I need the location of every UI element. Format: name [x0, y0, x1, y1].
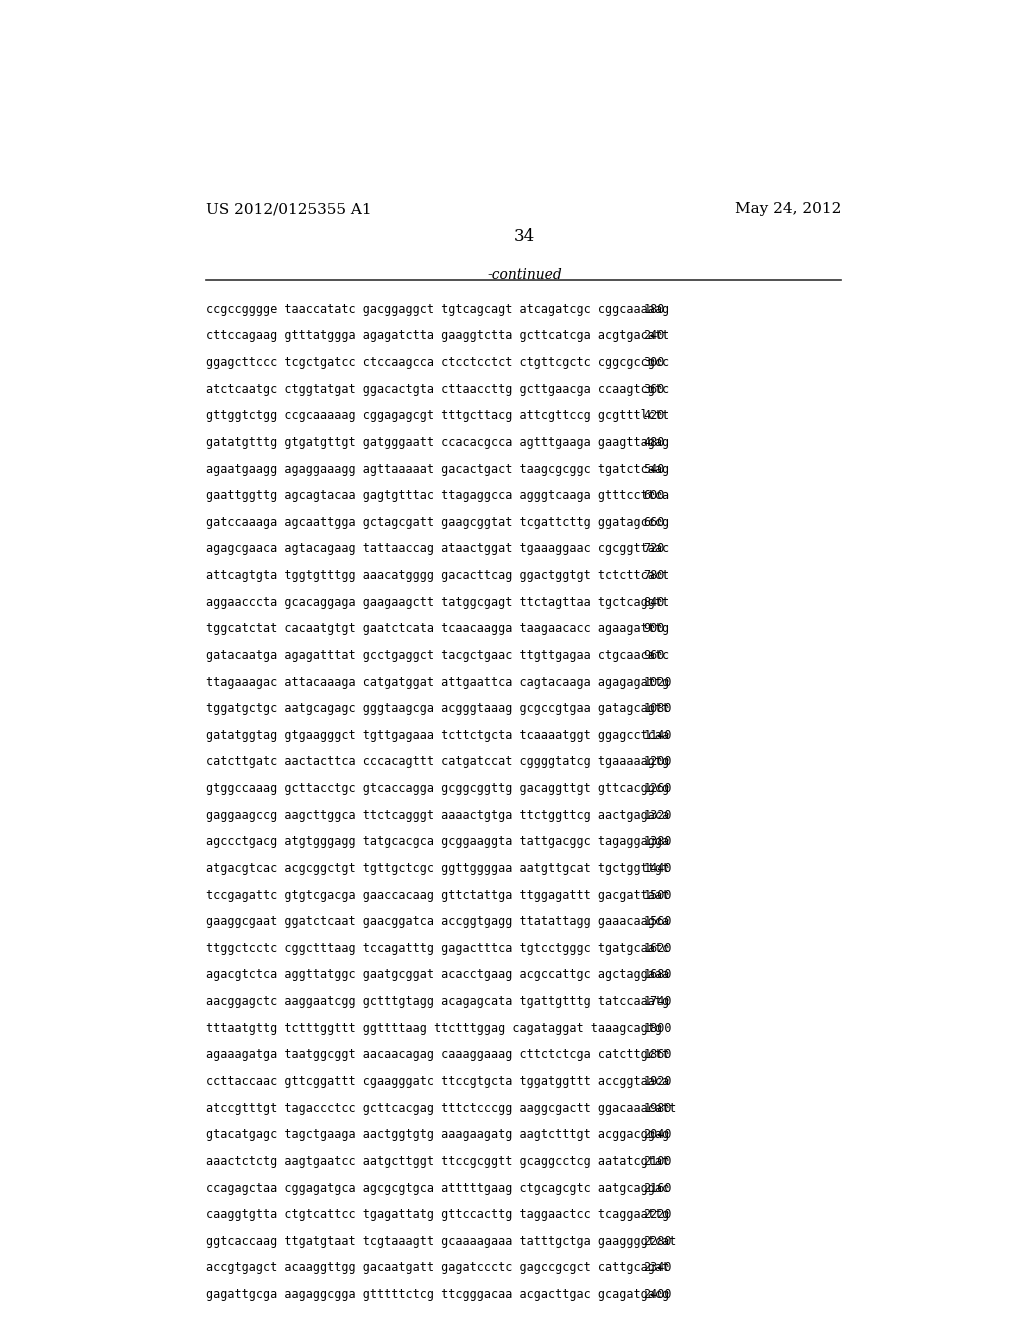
Text: 2280: 2280	[643, 1234, 672, 1247]
Text: 2220: 2220	[643, 1208, 672, 1221]
Text: 1260: 1260	[643, 781, 672, 795]
Text: 1800: 1800	[643, 1022, 672, 1035]
Text: May 24, 2012: May 24, 2012	[734, 202, 841, 216]
Text: 1560: 1560	[643, 915, 672, 928]
Text: atccgtttgt tagaccctcc gcttcacgag tttctcccgg aaggcgactt ggacaaacatt: atccgtttgt tagaccctcc gcttcacgag tttctcc…	[206, 1102, 676, 1114]
Text: tttaatgttg tctttggttt ggttttaag ttctttggag cagataggat taaagcagtg: tttaatgttg tctttggttt ggttttaag ttctttgg…	[206, 1022, 662, 1035]
Text: 480: 480	[643, 436, 665, 449]
Text: agacgtctca aggttatggc gaatgcggat acacctgaag acgccattgc agctaggaaa: agacgtctca aggttatggc gaatgcggat acacctg…	[206, 969, 669, 982]
Text: cttccagaag gtttatggga agagatctta gaaggtctta gcttcatcga acgtgacatt: cttccagaag gtttatggga agagatctta gaaggtc…	[206, 330, 669, 342]
Text: atgacgtcac acgcggctgt tgttgctcgc ggttggggaa aatgttgcat tgctggttgt: atgacgtcac acgcggctgt tgttgctcgc ggttggg…	[206, 862, 669, 875]
Text: ccttaccaac gttcggattt cgaagggatc ttccgtgcta tggatggttt accggtaaca: ccttaccaac gttcggattt cgaagggatc ttccgtg…	[206, 1074, 669, 1088]
Text: aaactctctg aagtgaatcc aatgcttggt ttccgcggtt gcaggcctcg aatatcgtat: aaactctctg aagtgaatcc aatgcttggt ttccgcg…	[206, 1155, 669, 1168]
Text: caaggtgtta ctgtcattcc tgagattatg gttccacttg taggaactcc tcaggaattg: caaggtgtta ctgtcattcc tgagattatg gttccac…	[206, 1208, 669, 1221]
Text: gtggccaaag gcttacctgc gtcaccagga gcggcggttg gacaggttgt gttcacggcg: gtggccaaag gcttacctgc gtcaccagga gcggcgg…	[206, 781, 669, 795]
Text: 1920: 1920	[643, 1074, 672, 1088]
Text: agaaagatga taatggcggt aacaacagag caaaggaaag cttctctcga catcttgctt: agaaagatga taatggcggt aacaacagag caaagga…	[206, 1048, 669, 1061]
Text: ggagcttccc tcgctgatcc ctccaagcca ctcctcctct ctgttcgctc cggcgccgcc: ggagcttccc tcgctgatcc ctccaagcca ctcctcc…	[206, 356, 669, 370]
Text: tggcatctat cacaatgtgt gaatctcata tcaacaagga taagaacacc agaagatttg: tggcatctat cacaatgtgt gaatctcata tcaacaa…	[206, 622, 669, 635]
Text: 780: 780	[643, 569, 665, 582]
Text: 960: 960	[643, 649, 665, 661]
Text: 1500: 1500	[643, 888, 672, 902]
Text: gatatgtttg gtgatgttgt gatgggaatt ccacacgcca agtttgaaga gaagttagag: gatatgtttg gtgatgttgt gatgggaatt ccacacg…	[206, 436, 669, 449]
Text: gatccaaaga agcaattgga gctagcgatt gaagcggtat tcgattcttg ggatagcccg: gatccaaaga agcaattgga gctagcgatt gaagcgg…	[206, 516, 669, 529]
Text: 1020: 1020	[643, 676, 672, 689]
Text: 840: 840	[643, 595, 665, 609]
Text: ccgccgggge taaccatatc gacggaggct tgtcagcagt atcagatcgc cggcaaaaag: ccgccgggge taaccatatc gacggaggct tgtcagc…	[206, 302, 669, 315]
Text: ccagagctaa cggagatgca agcgcgtgca atttttgaag ctgcagcgtc aatgcaggac: ccagagctaa cggagatgca agcgcgtgca atttttg…	[206, 1181, 669, 1195]
Text: 1200: 1200	[643, 755, 672, 768]
Text: 2340: 2340	[643, 1262, 672, 1274]
Text: agaatgaagg agaggaaagg agttaaaaat gacactgact taagcgcggc tgatctcaag: agaatgaagg agaggaaagg agttaaaaat gacactg…	[206, 462, 669, 475]
Text: 1440: 1440	[643, 862, 672, 875]
Text: tggatgctgc aatgcagagc gggtaagcga acgggtaaag gcgccgtgaa gatagcagtt: tggatgctgc aatgcagagc gggtaagcga acgggta…	[206, 702, 669, 715]
Text: 2400: 2400	[643, 1288, 672, 1302]
Text: 1380: 1380	[643, 836, 672, 849]
Text: 1080: 1080	[643, 702, 672, 715]
Text: ttggctcctc cggctttaag tccagatttg gagactttca tgtcctgggc tgatgcaatc: ttggctcctc cggctttaag tccagatttg gagactt…	[206, 942, 669, 954]
Text: 720: 720	[643, 543, 665, 556]
Text: gttggtctgg ccgcaaaaag cggagagcgt tttgcttacg attcgttccg gcgtttlctt: gttggtctgg ccgcaaaaag cggagagcgt tttgctt…	[206, 409, 669, 422]
Text: aggaacccta gcacaggaga gaagaagctt tatggcgagt ttctagttaa tgctcaggtt: aggaacccta gcacaggaga gaagaagctt tatggcg…	[206, 595, 669, 609]
Text: gatatggtag gtgaagggct tgttgagaaa tcttctgcta tcaaaatggt ggagcctcaa: gatatggtag gtgaagggct tgttgagaaa tcttctg…	[206, 729, 669, 742]
Text: aacggagctc aaggaatcgg gctttgtagg acagagcata tgattgtttg tatccaaatg: aacggagctc aaggaatcgg gctttgtagg acagagc…	[206, 995, 669, 1008]
Text: -continued: -continued	[487, 268, 562, 282]
Text: agccctgacg atgtgggagg tatgcacgca gcggaaggta tattgacggc tagaggagga: agccctgacg atgtgggagg tatgcacgca gcggaag…	[206, 836, 669, 849]
Text: 1680: 1680	[643, 969, 672, 982]
Text: gaattggttg agcagtacaa gagtgtttac ttagaggcca agggtcaaga gtttccttca: gaattggttg agcagtacaa gagtgtttac ttagagg…	[206, 490, 669, 502]
Text: ggtcaccaag ttgatgtaat tcgtaaagtt gcaaaagaaa tatttgctga gaaggggtcat: ggtcaccaag ttgatgtaat tcgtaaagtt gcaaaag…	[206, 1234, 676, 1247]
Text: 420: 420	[643, 409, 665, 422]
Text: gaaggcgaat ggatctcaat gaacggatca accggtgagg ttatattagg gaaacaagca: gaaggcgaat ggatctcaat gaacggatca accggtg…	[206, 915, 669, 928]
Text: 1860: 1860	[643, 1048, 672, 1061]
Text: 1140: 1140	[643, 729, 672, 742]
Text: 540: 540	[643, 462, 665, 475]
Text: gatacaatga agagatttat gcctgaggct tacgctgaac ttgttgagaa ctgcaacatc: gatacaatga agagatttat gcctgaggct tacgctg…	[206, 649, 669, 661]
Text: US 2012/0125355 A1: US 2012/0125355 A1	[206, 202, 371, 216]
Text: 2160: 2160	[643, 1181, 672, 1195]
Text: 660: 660	[643, 516, 665, 529]
Text: ttagaaagac attacaaaga catgatggat attgaattca cagtacaaga agagagattg: ttagaaagac attacaaaga catgatggat attgaat…	[206, 676, 669, 689]
Text: 900: 900	[643, 622, 665, 635]
Text: 360: 360	[643, 383, 665, 396]
Text: 600: 600	[643, 490, 665, 502]
Text: 240: 240	[643, 330, 665, 342]
Text: gtacatgagc tagctgaaga aactggtgtg aaagaagatg aagtctttgt acggacggag: gtacatgagc tagctgaaga aactggtgtg aaagaag…	[206, 1129, 669, 1142]
Text: 300: 300	[643, 356, 665, 370]
Text: 34: 34	[514, 227, 536, 244]
Text: catcttgatc aactacttca cccacagttt catgatccat cggggtatcg tgaaaaagtg: catcttgatc aactacttca cccacagttt catgatc…	[206, 755, 669, 768]
Text: 2040: 2040	[643, 1129, 672, 1142]
Text: 1320: 1320	[643, 809, 672, 821]
Text: accgtgagct acaaggttgg gacaatgatt gagatccctc gagccgcgct cattgcagat: accgtgagct acaaggttgg gacaatgatt gagatcc…	[206, 1262, 669, 1274]
Text: gagattgcga aagaggcgga gtttttctcg ttcgggacaa acgacttgac gcagatgacg: gagattgcga aagaggcgga gtttttctcg ttcggga…	[206, 1288, 669, 1302]
Text: tccgagattc gtgtcgacga gaaccacaag gttctattga ttggagattt gacgattaat: tccgagattc gtgtcgacga gaaccacaag gttctat…	[206, 888, 669, 902]
Text: 2100: 2100	[643, 1155, 672, 1168]
Text: atctcaatgc ctggtatgat ggacactgta cttaaccttg gcttgaacga ccaagtcgtc: atctcaatgc ctggtatgat ggacactgta cttaacc…	[206, 383, 669, 396]
Text: 1620: 1620	[643, 942, 672, 954]
Text: gaggaagccg aagcttggca ttctcagggt aaaactgtga ttctggttcg aactgagaca: gaggaagccg aagcttggca ttctcagggt aaaactg…	[206, 809, 669, 821]
Text: 1980: 1980	[643, 1102, 672, 1114]
Text: 1740: 1740	[643, 995, 672, 1008]
Text: 180: 180	[643, 302, 665, 315]
Text: agagcgaaca agtacagaag tattaaccag ataactggat tgaaaggaac cgcggttaac: agagcgaaca agtacagaag tattaaccag ataactg…	[206, 543, 669, 556]
Text: attcagtgta tggtgtttgg aaacatgggg gacacttcag ggactggtgt tctcttcact: attcagtgta tggtgtttgg aaacatgggg gacactt…	[206, 569, 669, 582]
